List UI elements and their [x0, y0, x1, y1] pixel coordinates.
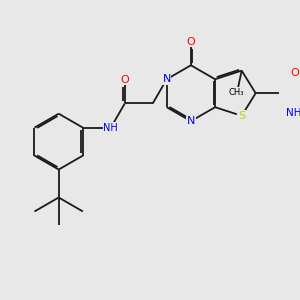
Text: O: O: [120, 75, 129, 85]
Text: CH₃: CH₃: [229, 88, 244, 97]
Text: NH: NH: [286, 108, 300, 118]
Text: S: S: [238, 111, 245, 121]
Text: NH: NH: [103, 123, 118, 133]
Text: O: O: [291, 68, 299, 78]
Text: N: N: [163, 74, 171, 84]
Text: O: O: [187, 37, 195, 46]
Text: N: N: [187, 116, 195, 126]
